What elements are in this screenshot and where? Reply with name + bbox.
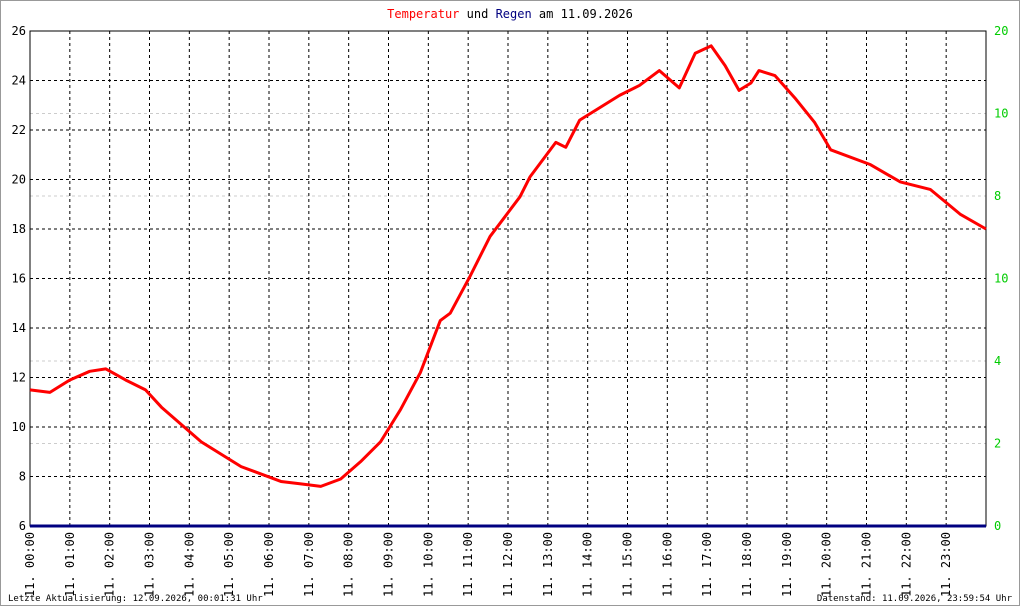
x-tick-label: 11. 15:00 bbox=[621, 532, 635, 597]
x-tick-label: 11. 04:00 bbox=[182, 532, 196, 597]
y-tick-label: 18 bbox=[12, 222, 26, 236]
x-tick-label: 11. 10:00 bbox=[421, 532, 435, 597]
x-tick-label: 11. 11:00 bbox=[461, 532, 475, 597]
x-tick-label: 11. 19:00 bbox=[780, 532, 794, 597]
x-tick-label: 11. 16:00 bbox=[660, 532, 674, 597]
y2-tick-label: 20 bbox=[994, 24, 1008, 38]
y-tick-label: 6 bbox=[19, 519, 26, 533]
x-tick-label: 11. 23:00 bbox=[939, 532, 953, 597]
y2-tick-label: 10 bbox=[994, 107, 1008, 121]
x-tick-label: 11. 01:00 bbox=[63, 532, 77, 597]
footer-right: Datenstand: 11.09.2026, 23:59:54 Uhr bbox=[817, 594, 1013, 604]
x-tick-label: 11. 08:00 bbox=[342, 532, 356, 597]
y-tick-label: 14 bbox=[12, 321, 26, 335]
y2-tick-label: 10 bbox=[994, 272, 1008, 286]
y-tick-label: 24 bbox=[12, 74, 26, 88]
footer-left: Letzte Aktualisierung: 12.09.2026, 00:01… bbox=[8, 594, 263, 604]
x-tick-label: 11. 13:00 bbox=[541, 532, 555, 597]
x-tick-label: 11. 03:00 bbox=[143, 532, 157, 597]
x-tick-label: 11. 02:00 bbox=[103, 532, 117, 597]
x-tick-label: 11. 21:00 bbox=[860, 532, 874, 597]
y2-tick-label: 4 bbox=[994, 354, 1001, 368]
y-tick-label: 10 bbox=[12, 420, 26, 434]
x-tick-label: 11. 12:00 bbox=[501, 532, 515, 597]
y2-tick-label: 0 bbox=[994, 519, 1001, 533]
x-tick-label: 11. 09:00 bbox=[382, 532, 396, 597]
y-tick-label: 12 bbox=[12, 371, 26, 385]
chart-title: Temperatur und Regen am 11.09.2026 bbox=[387, 7, 633, 21]
series-line bbox=[29, 44, 987, 488]
y-tick-label: 22 bbox=[12, 123, 26, 137]
y-tick-label: 8 bbox=[19, 470, 26, 484]
x-tick-label: 11. 06:00 bbox=[262, 532, 276, 597]
y2-tick-label: 2 bbox=[994, 437, 1001, 451]
x-tick-label: 11. 22:00 bbox=[899, 532, 913, 597]
x-tick-label: 11. 20:00 bbox=[820, 532, 834, 597]
title-part: Regen bbox=[496, 7, 532, 21]
title-part: Temperatur bbox=[387, 7, 459, 21]
y-tick-label: 26 bbox=[12, 24, 26, 38]
x-tick-label: 11. 18:00 bbox=[740, 532, 754, 597]
title-part: und bbox=[467, 7, 489, 21]
x-tick-label: 11. 05:00 bbox=[222, 532, 236, 597]
y2-tick-label: 8 bbox=[994, 189, 1001, 203]
x-tick-label: 11. 17:00 bbox=[700, 532, 714, 597]
x-tick-label: 11. 14:00 bbox=[581, 532, 595, 597]
title-part: am 11.09.2026 bbox=[539, 7, 633, 21]
x-tick-label: 11. 00:00 bbox=[23, 532, 37, 597]
x-tick-label: 11. 07:00 bbox=[302, 532, 316, 597]
y-tick-label: 20 bbox=[12, 173, 26, 187]
y-tick-label: 16 bbox=[12, 272, 26, 286]
